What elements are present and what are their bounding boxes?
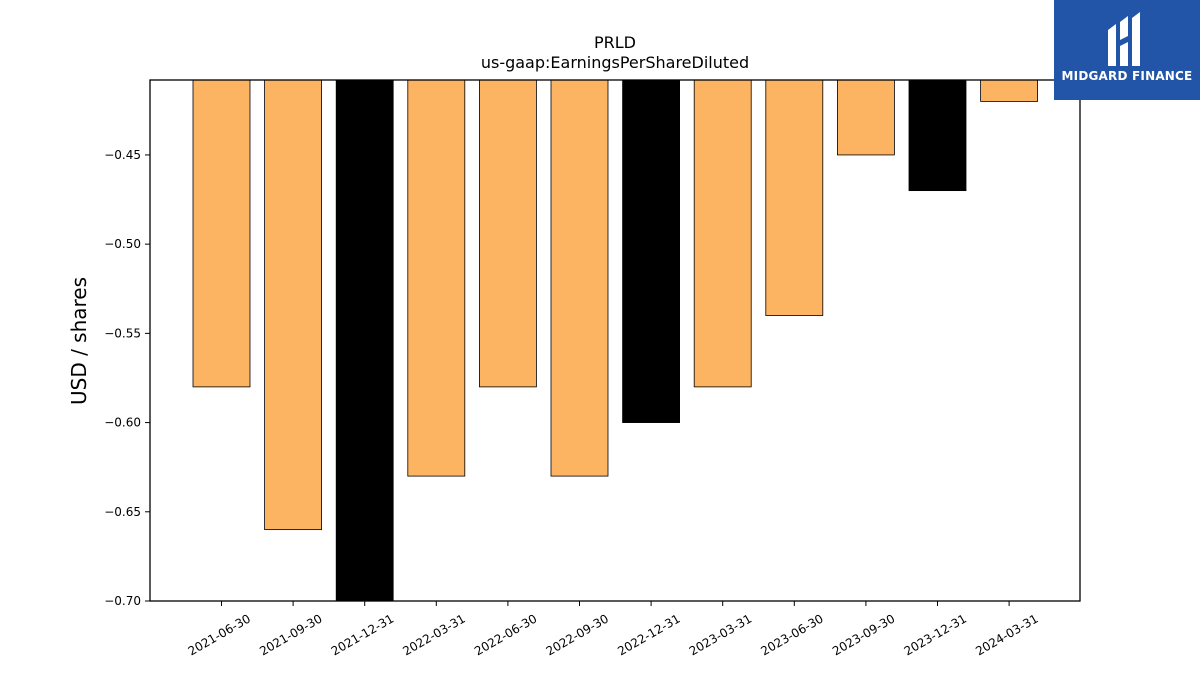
bar-2021-12-31 [335, 79, 394, 602]
bar-2022-09-30 [550, 79, 609, 477]
y-tick-label: −0.65 [104, 505, 141, 519]
y-tick-label: −0.70 [104, 594, 141, 608]
x-tick-label: 2022-09-30 [544, 611, 611, 658]
y-ticks-group: −0.70 −0.65 −0.60 −0.55 −0.50 −0.45 [104, 148, 150, 608]
bars-group [192, 79, 1038, 602]
x-tick-label: 2022-12-31 [615, 611, 682, 658]
x-tick-label: 2021-09-30 [257, 611, 324, 658]
bar-2021-09-30 [264, 79, 323, 531]
x-tick-label: 2022-06-30 [472, 611, 539, 658]
x-tick-label: 2023-03-31 [687, 611, 754, 658]
x-tick-label: 2021-06-30 [186, 611, 253, 658]
x-tick-label: 2021-12-31 [329, 611, 396, 658]
brand-name: MIDGARD FINANCE [1061, 69, 1193, 83]
brand-logo: MIDGARD FINANCE [1054, 0, 1200, 100]
bar-2023-09-30 [837, 79, 895, 156]
bar-2022-06-30 [478, 79, 537, 388]
bar-2023-06-30 [765, 79, 824, 316]
plot-frame [149, 79, 1081, 602]
bar-2021-06-30 [192, 79, 251, 388]
x-tick-label: 2022-03-31 [400, 611, 467, 658]
x-ticks-group: 2021-06-30 2021-09-30 2021-12-31 2022-03-31… [186, 601, 1041, 658]
bar-2022-03-31 [407, 79, 466, 477]
x-tick-label: 2024-03-31 [973, 611, 1040, 658]
bar-2023-03-31 [693, 79, 752, 388]
y-tick-label: −0.50 [104, 237, 141, 251]
chart-subtitle: us-gaap:EarningsPerShareDiluted [481, 53, 749, 72]
x-tick-label: 2023-06-30 [758, 611, 825, 658]
y-tick-label: −0.55 [104, 326, 141, 340]
x-tick-label: 2023-12-31 [902, 611, 969, 658]
x-tick-label: 2023-09-30 [830, 611, 897, 658]
bar-2023-12-31 [908, 79, 967, 192]
y-axis-label: USD / shares [67, 277, 91, 405]
y-tick-label: −0.45 [104, 148, 141, 162]
bar-2024-03-31 [980, 79, 1038, 102]
y-tick-label: −0.60 [104, 416, 141, 430]
bar-2022-12-31 [622, 79, 680, 423]
chart-title: PRLD [594, 33, 636, 52]
brand-mark-icon [1108, 12, 1140, 66]
